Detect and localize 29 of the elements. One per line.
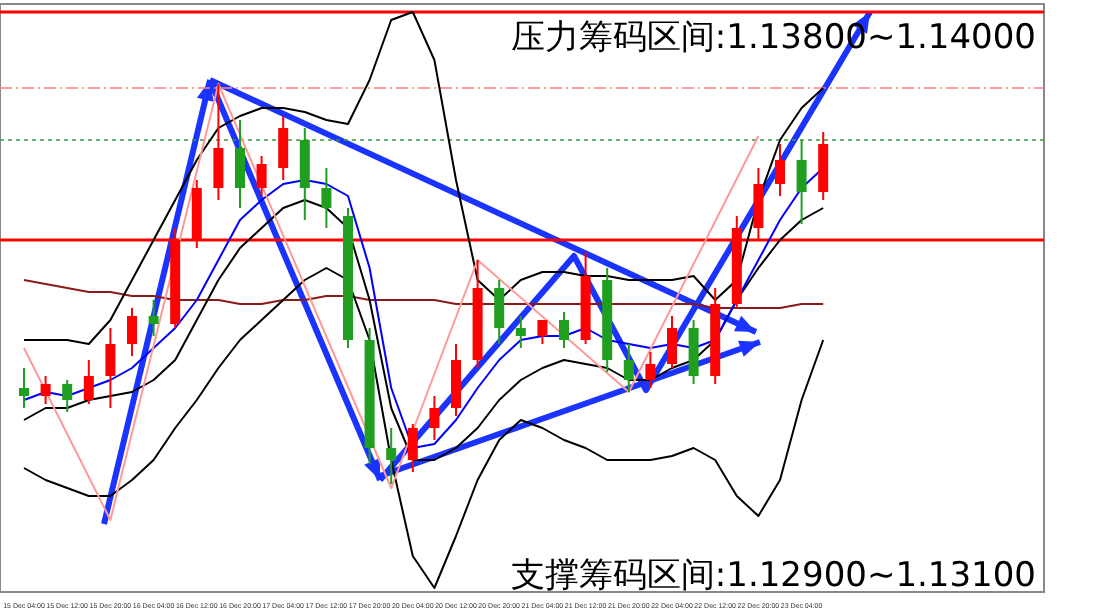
candlestick: [494, 279, 505, 345]
candlestick: [429, 395, 440, 441]
candlestick: [818, 131, 829, 201]
candlestick: [235, 119, 245, 209]
candlestick: [451, 343, 461, 417]
candlestick: [256, 155, 267, 197]
candlestick: [148, 299, 159, 337]
candlestick: [537, 319, 548, 345]
candlestick: [515, 315, 526, 349]
candlestick: [688, 319, 699, 385]
text: 支撑筹码区间:1.12900~1.13100: [510, 556, 1036, 596]
candlestick: [623, 343, 634, 393]
candlestick: [127, 307, 137, 357]
candlestick: [213, 83, 224, 201]
candlestick: [83, 359, 94, 405]
candlestick: [559, 311, 569, 349]
candlestick: [62, 379, 73, 413]
candlestick: [407, 423, 418, 473]
candlestick: [105, 327, 116, 409]
candlestick: [775, 143, 785, 197]
candlestick: [667, 315, 677, 369]
candlestick: [645, 351, 656, 389]
candlestick: [19, 367, 29, 409]
candlestick: [299, 127, 310, 221]
candlestick: [40, 375, 51, 405]
candlestick: [278, 115, 289, 181]
candlestick: [386, 427, 397, 485]
candlestick: [796, 139, 807, 225]
candlestick: [321, 167, 332, 229]
